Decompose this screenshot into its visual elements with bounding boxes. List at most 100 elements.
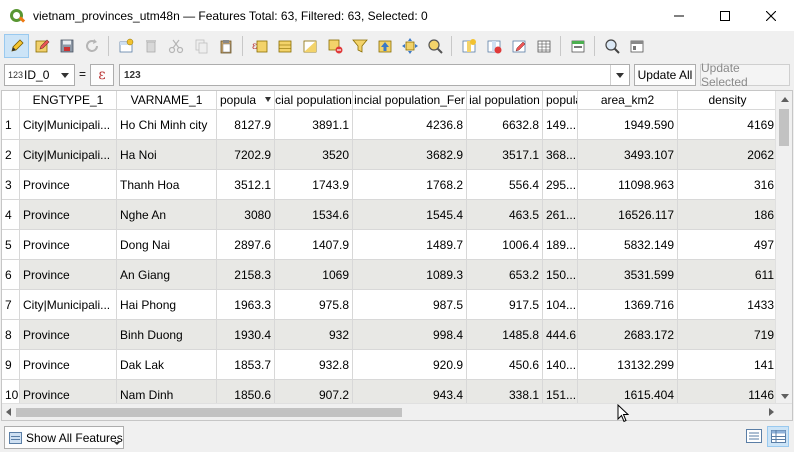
column-header[interactable]: area_km2 — [578, 91, 678, 110]
select-by-expression-button[interactable]: ε — [247, 34, 272, 58]
table-cell[interactable]: 1369.716 — [578, 290, 678, 320]
table-cell[interactable]: 917.5 — [467, 290, 543, 320]
reload-button[interactable] — [79, 34, 104, 58]
pan-to-selection-button[interactable] — [397, 34, 422, 58]
table-corner[interactable] — [2, 91, 20, 110]
table-cell[interactable]: 3493.107 — [578, 140, 678, 170]
deselect-all-button[interactable] — [322, 34, 347, 58]
delete-feature-button[interactable] — [138, 34, 163, 58]
horizontal-scrollbar[interactable] — [2, 403, 792, 420]
table-cell[interactable]: 1489.7 — [353, 230, 467, 260]
table-cell[interactable]: 1743.9 — [275, 170, 353, 200]
table-cell[interactable]: 1768.2 — [353, 170, 467, 200]
table-cell[interactable]: 998.4 — [353, 320, 467, 350]
vertical-scroll-thumb[interactable] — [779, 109, 789, 146]
row-number[interactable]: 7 — [2, 290, 20, 320]
table-cell[interactable]: 8127.9 — [217, 110, 275, 140]
column-header[interactable]: VARNAME_1 — [117, 91, 217, 110]
table-cell[interactable]: 1089.3 — [353, 260, 467, 290]
filter-button[interactable] — [347, 34, 372, 58]
table-cell[interactable]: 141 — [678, 350, 778, 380]
table-cell[interactable]: 7202.9 — [217, 140, 275, 170]
table-cell[interactable]: Dong Nai — [117, 230, 217, 260]
invert-selection-button[interactable] — [297, 34, 322, 58]
table-cell[interactable]: 261... — [543, 200, 578, 230]
table-cell[interactable]: 3080 — [217, 200, 275, 230]
conditional-formatting-button[interactable] — [531, 34, 556, 58]
table-row[interactable]: 7 City|Municipali... Hai Phong 1963.3 975.8 9… — [2, 290, 778, 320]
column-header[interactable]: incial population_Fer — [353, 91, 467, 110]
table-cell[interactable]: 1963.3 — [217, 290, 275, 320]
row-number[interactable]: 2 — [2, 140, 20, 170]
delete-field-button[interactable] — [481, 34, 506, 58]
table-cell[interactable]: 150... — [543, 260, 578, 290]
table-cell[interactable]: 16526.117 — [578, 200, 678, 230]
column-header[interactable]: density — [678, 91, 778, 110]
add-feature-button[interactable] — [113, 34, 138, 58]
table-cell[interactable]: 186 — [678, 200, 778, 230]
expression-builder-button[interactable]: ε — [90, 64, 114, 86]
horizontal-scroll-thumb[interactable] — [16, 408, 402, 417]
select-all-button[interactable] — [272, 34, 297, 58]
table-cell[interactable]: City|Municipali... — [20, 290, 117, 320]
table-cell[interactable]: 719 — [678, 320, 778, 350]
table-cell[interactable]: 140... — [543, 350, 578, 380]
table-cell[interactable]: 1407.9 — [275, 230, 353, 260]
table-cell[interactable]: 1433 — [678, 290, 778, 320]
table-cell[interactable]: Dak Lak — [117, 350, 217, 380]
table-cell[interactable]: Binh Duong — [117, 320, 217, 350]
table-cell[interactable]: Province — [20, 170, 117, 200]
table-cell[interactable]: Thanh Hoa — [117, 170, 217, 200]
table-row[interactable]: 6 Province An Giang 2158.3 1069 1089.3 653.2 15… — [2, 260, 778, 290]
copy-button[interactable] — [188, 34, 213, 58]
table-cell[interactable]: 932 — [275, 320, 353, 350]
table-cell[interactable]: 2062 — [678, 140, 778, 170]
table-cell[interactable]: 920.9 — [353, 350, 467, 380]
zoom-to-selection-button[interactable] — [422, 34, 447, 58]
column-header[interactable]: popula — [217, 91, 275, 110]
table-cell[interactable]: 6632.8 — [467, 110, 543, 140]
table-cell[interactable]: Province — [20, 260, 117, 290]
table-cell[interactable]: Nghe An — [117, 200, 217, 230]
table-cell[interactable]: City|Municipali... — [20, 110, 117, 140]
move-selection-top-button[interactable] — [372, 34, 397, 58]
scroll-up-icon[interactable] — [781, 97, 789, 102]
actions-button[interactable] — [599, 34, 624, 58]
table-cell[interactable]: 1006.4 — [467, 230, 543, 260]
column-header[interactable]: popula — [543, 91, 578, 110]
table-cell[interactable]: Hai Phong — [117, 290, 217, 320]
show-all-features-button[interactable]: Show All Features — [4, 426, 124, 449]
table-cell[interactable]: 4169 — [678, 110, 778, 140]
row-number[interactable]: 9 — [2, 350, 20, 380]
minimize-button[interactable] — [656, 0, 702, 31]
table-cell[interactable]: 11098.963 — [578, 170, 678, 200]
table-cell[interactable]: 444.6 — [543, 320, 578, 350]
table-cell[interactable]: 368... — [543, 140, 578, 170]
vertical-scrollbar[interactable] — [775, 91, 792, 405]
table-cell[interactable]: 3512.1 — [217, 170, 275, 200]
row-number[interactable]: 1 — [2, 110, 20, 140]
scroll-right-icon[interactable] — [769, 408, 774, 416]
table-cell[interactable]: 653.2 — [467, 260, 543, 290]
table-cell[interactable]: 2897.6 — [217, 230, 275, 260]
table-cell[interactable]: Ha Noi — [117, 140, 217, 170]
table-row[interactable]: 2 City|Municipali... Ha Noi 7202.9 3520 3682.… — [2, 140, 778, 170]
table-row[interactable]: 3 Province Thanh Hoa 3512.1 1743.9 1768.2 556.… — [2, 170, 778, 200]
table-cell[interactable]: 3517.1 — [467, 140, 543, 170]
table-cell[interactable]: 1853.7 — [217, 350, 275, 380]
table-cell[interactable]: 1930.4 — [217, 320, 275, 350]
table-cell[interactable]: Province — [20, 200, 117, 230]
table-cell[interactable]: 3682.9 — [353, 140, 467, 170]
table-cell[interactable]: Ho Chi Minh city — [117, 110, 217, 140]
table-cell[interactable]: 3520 — [275, 140, 353, 170]
table-cell[interactable]: 5832.149 — [578, 230, 678, 260]
table-cell[interactable]: 1534.6 — [275, 200, 353, 230]
table-cell[interactable]: 932.8 — [275, 350, 353, 380]
new-field-button[interactable] — [456, 34, 481, 58]
table-cell[interactable]: 13132.299 — [578, 350, 678, 380]
table-cell[interactable]: 556.4 — [467, 170, 543, 200]
table-cell[interactable]: 149... — [543, 110, 578, 140]
table-cell[interactable]: 463.5 — [467, 200, 543, 230]
table-cell[interactable]: 2158.3 — [217, 260, 275, 290]
table-row[interactable]: 5 Province Dong Nai 2897.6 1407.9 1489.7 1006.… — [2, 230, 778, 260]
